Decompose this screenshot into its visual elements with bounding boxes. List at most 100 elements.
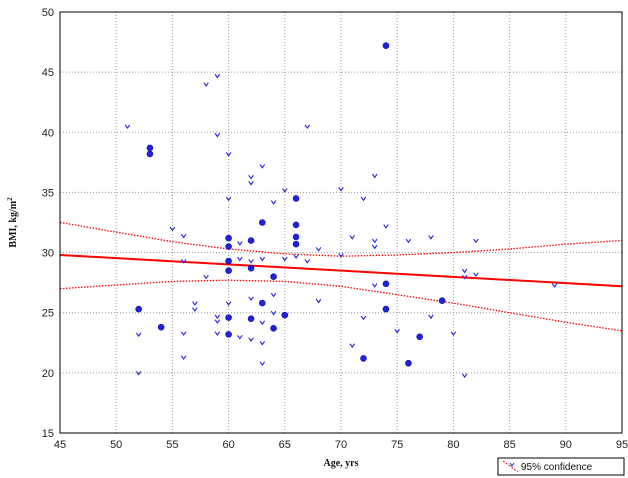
x-tick-label: 85: [503, 439, 515, 451]
data-point: [394, 328, 400, 334]
data-point: [135, 371, 142, 376]
data-point: [371, 283, 378, 288]
data-point: [383, 224, 389, 229]
data-point: [169, 226, 176, 232]
data-point: [371, 238, 378, 244]
data-point: [203, 82, 209, 87]
data-point: [248, 180, 254, 186]
y-axis-label: BMI, kg/m2: [6, 197, 19, 248]
data-point: [551, 283, 558, 288]
data-point: [292, 233, 300, 241]
data-point: [203, 274, 209, 280]
data-point: [192, 307, 198, 312]
y-tick-label: 50: [42, 7, 54, 19]
data-point: [259, 164, 266, 169]
data-point: [248, 296, 254, 302]
data-point: [270, 273, 277, 280]
data-point: [282, 256, 288, 262]
x-tick-label: 70: [335, 439, 347, 451]
data-point: [135, 305, 142, 313]
ci-lower-curve: [59, 279, 623, 332]
plot-frame: [59, 11, 623, 434]
data-point: [428, 235, 434, 240]
data-point: [214, 331, 221, 336]
data-point: [270, 200, 277, 205]
fit-line-group: [59, 253, 623, 288]
data-point: [259, 320, 266, 326]
data-point: [382, 42, 390, 49]
data-point: [382, 280, 390, 288]
y-tick-labels: 15 20 25 30 35 40 45 50: [42, 7, 54, 440]
x-tick-label: 65: [279, 439, 291, 451]
data-point: [371, 173, 378, 179]
data-point: [237, 241, 243, 246]
data-point: [247, 315, 255, 323]
data-point: [405, 359, 412, 367]
data-point: [461, 268, 468, 274]
data-point: [237, 256, 243, 262]
data-point: [225, 257, 232, 265]
y-tick-label: 20: [42, 368, 54, 380]
data-point: [180, 259, 187, 264]
data-point: [292, 221, 300, 229]
grid-lines: [60, 12, 622, 433]
x-tick-label: 45: [54, 439, 66, 451]
data-point: [450, 331, 457, 336]
y-tick-label: 35: [42, 187, 54, 199]
data-point: [214, 319, 221, 324]
data-point: [225, 267, 232, 274]
data-point: [225, 243, 232, 250]
data-point: [338, 187, 344, 192]
legend: 95% confidence: [497, 457, 625, 476]
data-point: [349, 343, 355, 348]
y-axis-label-superscript: 2: [6, 197, 14, 201]
x-tick-label: 50: [110, 439, 122, 451]
y-tick-label: 40: [42, 127, 54, 139]
data-point: [315, 298, 322, 304]
data-point: [382, 305, 390, 313]
data-point: [247, 264, 255, 272]
x-tick-label: 60: [222, 439, 234, 451]
data-point: [225, 301, 232, 306]
data-point: [349, 235, 355, 240]
data-point: [214, 314, 221, 320]
data-point: [146, 150, 154, 158]
data-point: [259, 256, 266, 262]
x-tick-label: 80: [447, 439, 459, 451]
data-point: [360, 196, 367, 202]
x-tick-label: 75: [391, 439, 403, 451]
data-point: [292, 240, 300, 248]
data-point: [237, 334, 243, 340]
data-point: [225, 331, 232, 338]
x-tick-labels: 45 50 55 60 65 70 75 80 85 90 95: [54, 439, 628, 451]
data-point: [192, 301, 198, 306]
data-point: [461, 373, 468, 379]
data-point: [248, 259, 254, 264]
data-point: [124, 124, 131, 130]
data-point: [304, 124, 311, 130]
data-point: [360, 355, 367, 362]
data-point: [214, 73, 221, 79]
data-point: [135, 332, 142, 338]
y-tick-label: 15: [42, 428, 54, 440]
data-point: [292, 195, 300, 202]
data-point: [438, 297, 446, 304]
fit-line: [59, 253, 623, 288]
data-point: [473, 238, 479, 244]
data-point: [473, 272, 479, 277]
data-point: [259, 299, 266, 307]
legend-box: [497, 457, 625, 476]
data-point: [259, 219, 266, 226]
legend-point-sample: [509, 462, 515, 467]
data-point: [180, 355, 187, 360]
legend-line-sample: [502, 460, 519, 473]
data-point: [259, 340, 266, 346]
y-tick-label: 45: [42, 67, 54, 79]
data-point: [304, 259, 311, 264]
data-point: [428, 314, 434, 320]
y-axis-label-main: BMI, kg/m: [8, 200, 19, 247]
data-point: [282, 188, 288, 193]
data-point: [259, 361, 266, 366]
